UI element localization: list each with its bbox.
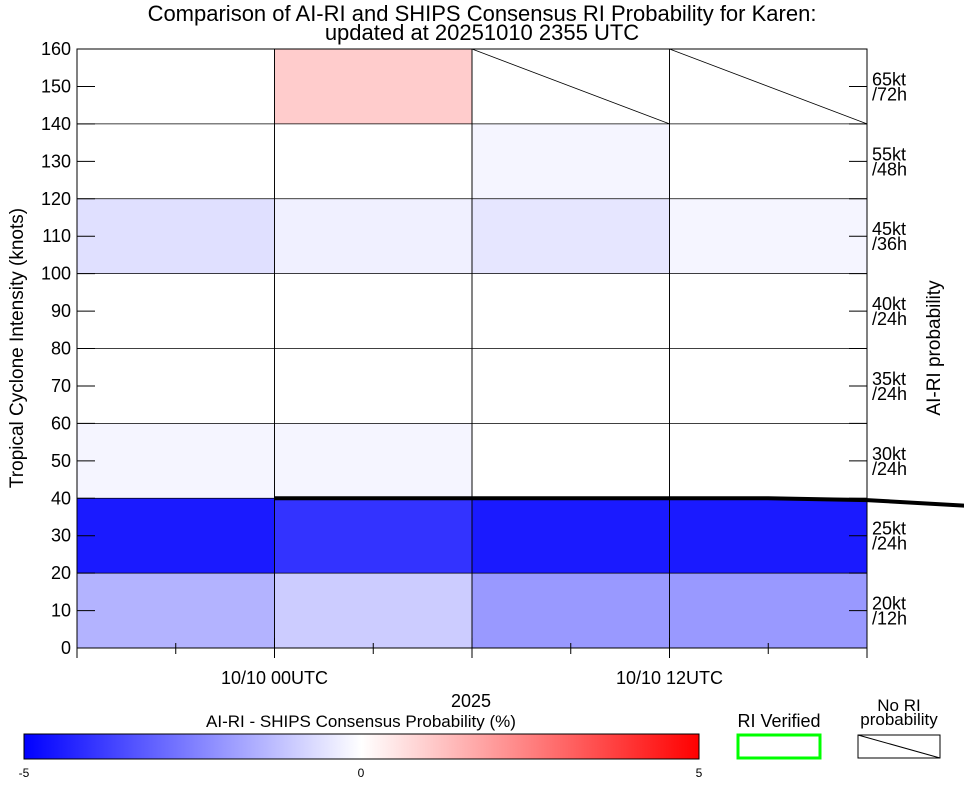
ri-threshold-amount: 25kt [872, 519, 906, 539]
y-tick-label: 50 [51, 451, 71, 471]
no-probability-hatch [471, 48, 670, 125]
heatmap-cell [669, 198, 867, 274]
colorbar-tick-max: 5 [696, 766, 703, 780]
no-probability-hatch [669, 48, 868, 125]
y-tick-label: 60 [51, 413, 71, 433]
ri-threshold-labels: 20kt/12h25kt/24h30kt/24h35kt/24h40kt/24h… [872, 69, 907, 628]
colorbar-tick-min: -5 [19, 766, 30, 780]
ri-threshold-amount: 45kt [872, 219, 906, 239]
heatmap-cell [274, 198, 472, 274]
y-tick-label: 10 [51, 601, 71, 621]
colorbar-title: AI-RI - SHIPS Consensus Probability (%) [206, 712, 516, 731]
heatmap-cell [274, 348, 472, 424]
y-tick-label: 20 [51, 563, 71, 583]
x-tick-label: 10/10 00UTC [221, 668, 328, 688]
heatmap-cell [77, 273, 275, 349]
y-axis-title: Tropical Cyclone Intensity (knots) [7, 208, 28, 488]
heatmap-cell [669, 273, 867, 349]
y-tick-label: 0 [61, 638, 71, 658]
y-tick-label: 90 [51, 301, 71, 321]
ri-threshold-period: /48h [872, 159, 907, 179]
ri-threshold-amount: 55kt [872, 144, 906, 164]
legend-no-ri-label-line1: No RI [877, 696, 920, 715]
ri-threshold-period: /12h [872, 609, 907, 629]
x-tick-label: 10/10 12UTC [616, 668, 723, 688]
legend-no-ri-label-line2: probability [860, 710, 938, 729]
y-tick-label: 160 [41, 39, 71, 59]
colorbar [23, 733, 700, 760]
y-tick-labels: 0 10 20 30 40 50 60 70 80 90 100 110 120 130 140 150 160 [41, 39, 71, 658]
intensity-track-line [274, 496, 964, 508]
legend-ri-verified-label: RI Verified [737, 711, 820, 731]
heatmap-cell [77, 498, 275, 574]
y-tick-label: 120 [41, 189, 71, 209]
y-tick-label: 140 [41, 114, 71, 134]
y-tick-label: 80 [51, 339, 71, 359]
heatmap-cell [77, 123, 275, 199]
heatmap-cell [472, 498, 670, 574]
ri-threshold-period: /72h [872, 84, 907, 104]
heatmap-cell [274, 573, 472, 648]
y-tick-label: 100 [41, 264, 71, 284]
heatmap-cell [669, 573, 867, 648]
heatmap-cell [77, 423, 275, 499]
ri-threshold-period: /24h [872, 309, 907, 329]
chart-title-line2: updated at 20251010 2355 UTC [325, 20, 639, 45]
heatmap-cell [274, 273, 472, 349]
colorbar-tick-zero: 0 [358, 766, 365, 780]
heatmap-cell [669, 348, 867, 424]
ri-threshold-period: /24h [872, 534, 907, 554]
axis-ticks [76, 48, 868, 658]
y-tick-label: 150 [41, 76, 71, 96]
y-tick-label: 130 [41, 151, 71, 171]
heatmap-cell [274, 49, 472, 124]
heatmap-cell [77, 198, 275, 274]
ri-threshold-period: /24h [872, 459, 907, 479]
y-tick-label: 70 [51, 376, 71, 396]
y-tick-label: 110 [42, 226, 71, 246]
ri-threshold-period: /24h [872, 384, 907, 404]
legend-ri-verified-swatch [736, 733, 822, 760]
heatmap-cell [669, 423, 867, 499]
heatmap-cell [472, 423, 670, 499]
x-axis-year: 2025 [451, 691, 491, 711]
heatmap-cells [77, 48, 868, 648]
heatmap-cell [274, 498, 472, 574]
legend-no-ri-swatch [857, 734, 941, 759]
chart-title-line1: Comparison of AI-RI and SHIPS Consensus … [148, 1, 817, 26]
heatmap-cell [472, 573, 670, 648]
ri-threshold-period: /36h [872, 234, 907, 254]
heatmap-cell [274, 123, 472, 199]
y-tick-label: 30 [51, 526, 71, 546]
ri-threshold-amount: 35kt [872, 369, 906, 389]
heatmap-cell [472, 198, 670, 274]
heatmap-cell [77, 49, 275, 124]
x-tick-labels: 10/10 00UTC 10/10 12UTC [221, 668, 723, 688]
heatmap-cell [472, 348, 670, 424]
heatmap-cell [274, 423, 472, 499]
ri-threshold-amount: 65kt [872, 69, 906, 89]
heatmap-cell [472, 123, 670, 199]
heatmap-cell [669, 498, 867, 574]
heatmap-cell [77, 573, 275, 648]
ri-threshold-amount: 40kt [872, 294, 906, 314]
heatmap-cell [77, 348, 275, 424]
heatmap-cell [669, 123, 867, 199]
y-tick-label: 40 [51, 488, 71, 508]
ri-threshold-amount: 30kt [872, 444, 906, 464]
right-axis-title: AI-RI probability [924, 280, 945, 416]
heatmap-cell [472, 273, 670, 349]
ri-threshold-amount: 20kt [872, 594, 906, 614]
